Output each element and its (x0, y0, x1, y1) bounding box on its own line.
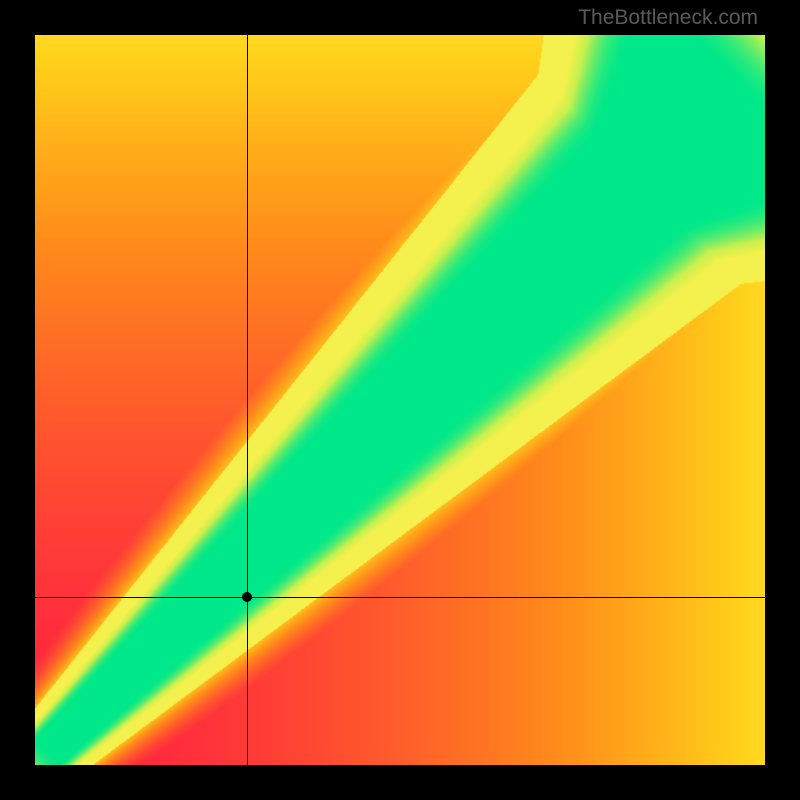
data-point-marker (242, 592, 252, 602)
heatmap-plot-area (35, 35, 765, 765)
watermark-text: TheBottleneck.com (578, 6, 758, 30)
heatmap-canvas (35, 35, 765, 765)
crosshair-vertical (247, 35, 248, 765)
crosshair-horizontal (35, 597, 765, 598)
